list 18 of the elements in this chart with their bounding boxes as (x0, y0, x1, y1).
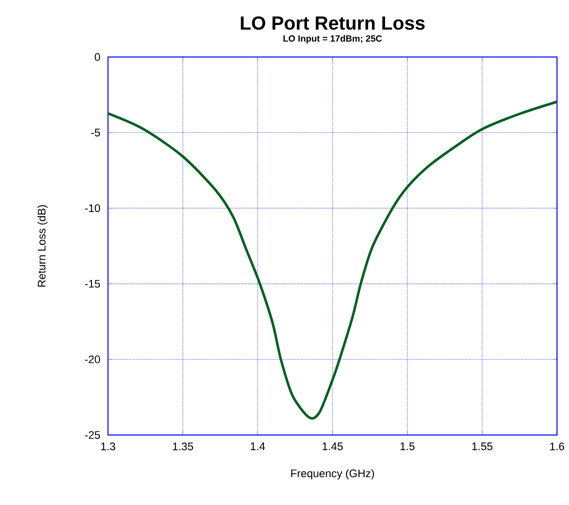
x-tick-label: 1.55 (472, 442, 492, 450)
x-tick-label: 1.3 (101, 442, 116, 450)
x-tick-label: 1.5 (400, 442, 415, 450)
chart-title: LO Port Return Loss (240, 16, 425, 30)
y-tick-label: -25 (85, 431, 100, 439)
y-tick-label: -15 (85, 280, 100, 288)
x-tick-label: 1.45 (322, 442, 343, 450)
line-series (108, 100, 558, 420)
x-tick-label: 1.4 (250, 442, 265, 450)
y-tick-label: -5 (91, 128, 100, 136)
chart-subtitle: LO Input = 17dBm; 25C (283, 35, 382, 44)
x-tick-label: 1.35 (172, 442, 194, 450)
x-tick-label: 1.6 (550, 442, 564, 450)
y-axis-title: Return Loss (dB) (37, 205, 48, 287)
x-axis-title: Frequency (GHz) (291, 469, 374, 480)
y-tick-label: -10 (85, 204, 100, 212)
y-tick-label: 0 (94, 53, 100, 61)
y-tick-label: -20 (85, 356, 100, 364)
